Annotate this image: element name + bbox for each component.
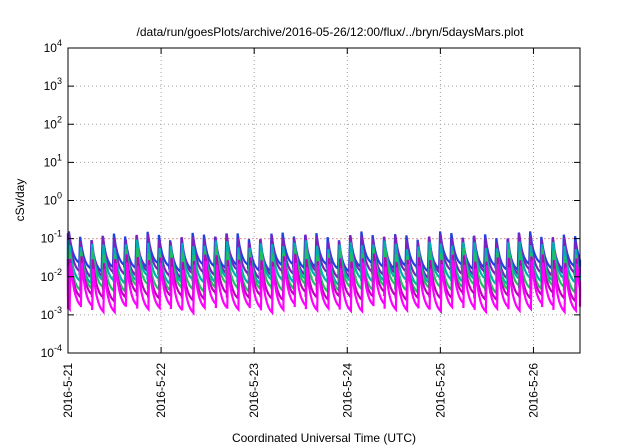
x-tick-label: 2016-5-24 (340, 363, 354, 418)
x-tick-label: 2016-5-21 (61, 363, 75, 418)
series-line-1 (66, 231, 582, 275)
y-tick-label: 101 (44, 152, 62, 169)
y-tick-label: 10-4 (41, 343, 62, 360)
series-layer (66, 231, 582, 316)
x-tick-label: 2016-5-23 (247, 363, 261, 418)
x-tick-label: 2016-5-22 (154, 363, 168, 418)
x-tick-label: 2016-5-25 (433, 363, 447, 418)
y-tick-label: 10-3 (41, 305, 62, 322)
y-tick-label: 102 (44, 114, 62, 131)
y-tick-label: 10-1 (41, 229, 62, 246)
y-tick-label: 100 (44, 191, 62, 208)
series-line-6 (66, 260, 582, 316)
x-tick-label: 2016-5-26 (526, 363, 540, 418)
chart-title: /data/run/goesPlots/archive/2016-05-26/1… (137, 25, 525, 39)
series-line-2 (66, 233, 582, 281)
y-axis-label: cSv/day (13, 179, 27, 222)
grid (68, 48, 580, 353)
y-tick-label: 103 (44, 76, 62, 93)
x-axis-label: Coordinated Universal Time (UTC) (232, 431, 416, 445)
y-axis-ticks: 10-4 10-3 10-2 10-1 100 101 102 103 104 (41, 38, 580, 360)
y-tick-label: 104 (44, 38, 62, 55)
y-tick-label: 10-2 (41, 267, 62, 284)
x-axis-ticks: 2016-5-21 2016-5-22 2016-5-23 2016-5-24 2016… (61, 48, 540, 418)
